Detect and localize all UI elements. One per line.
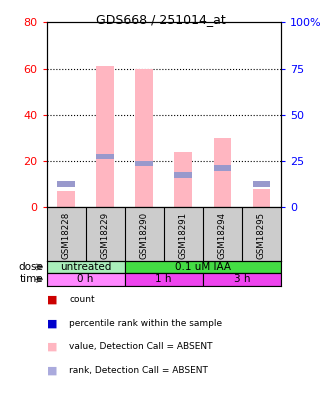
Bar [47, 273, 125, 286]
Text: dose: dose [19, 262, 43, 272]
Bar [96, 66, 114, 207]
Bar [125, 261, 281, 273]
Bar [174, 152, 192, 207]
Bar [253, 189, 270, 207]
Bar [213, 138, 231, 207]
Bar [47, 261, 125, 273]
Bar [253, 181, 270, 187]
Text: GSM18228: GSM18228 [62, 212, 71, 259]
Bar [213, 165, 231, 171]
Text: ■: ■ [47, 295, 57, 305]
Text: ■: ■ [47, 342, 57, 352]
Text: 1 h: 1 h [155, 274, 172, 284]
Bar [57, 191, 75, 207]
Bar [57, 181, 75, 187]
Text: 3 h: 3 h [234, 274, 250, 284]
Text: ■: ■ [47, 318, 57, 328]
Text: GDS668 / 251014_at: GDS668 / 251014_at [96, 13, 225, 26]
Text: rank, Detection Call = ABSENT: rank, Detection Call = ABSENT [69, 366, 208, 375]
Text: GSM18229: GSM18229 [100, 212, 110, 259]
Bar [96, 153, 114, 159]
Text: untreated: untreated [60, 262, 111, 272]
Text: percentile rank within the sample: percentile rank within the sample [69, 319, 222, 328]
Text: GSM18295: GSM18295 [257, 212, 266, 259]
Text: GSM18291: GSM18291 [179, 212, 188, 259]
Bar [174, 172, 192, 178]
Text: 0.1 uM IAA: 0.1 uM IAA [175, 262, 231, 272]
Text: GSM18290: GSM18290 [140, 212, 149, 259]
Text: time: time [20, 274, 43, 284]
Text: count: count [69, 295, 95, 304]
Text: GSM18294: GSM18294 [218, 212, 227, 259]
Bar [203, 273, 281, 286]
Text: value, Detection Call = ABSENT: value, Detection Call = ABSENT [69, 342, 213, 351]
Bar [125, 273, 203, 286]
Text: ■: ■ [47, 365, 57, 375]
Bar [135, 68, 153, 207]
Bar [135, 160, 153, 166]
Text: 0 h: 0 h [77, 274, 94, 284]
